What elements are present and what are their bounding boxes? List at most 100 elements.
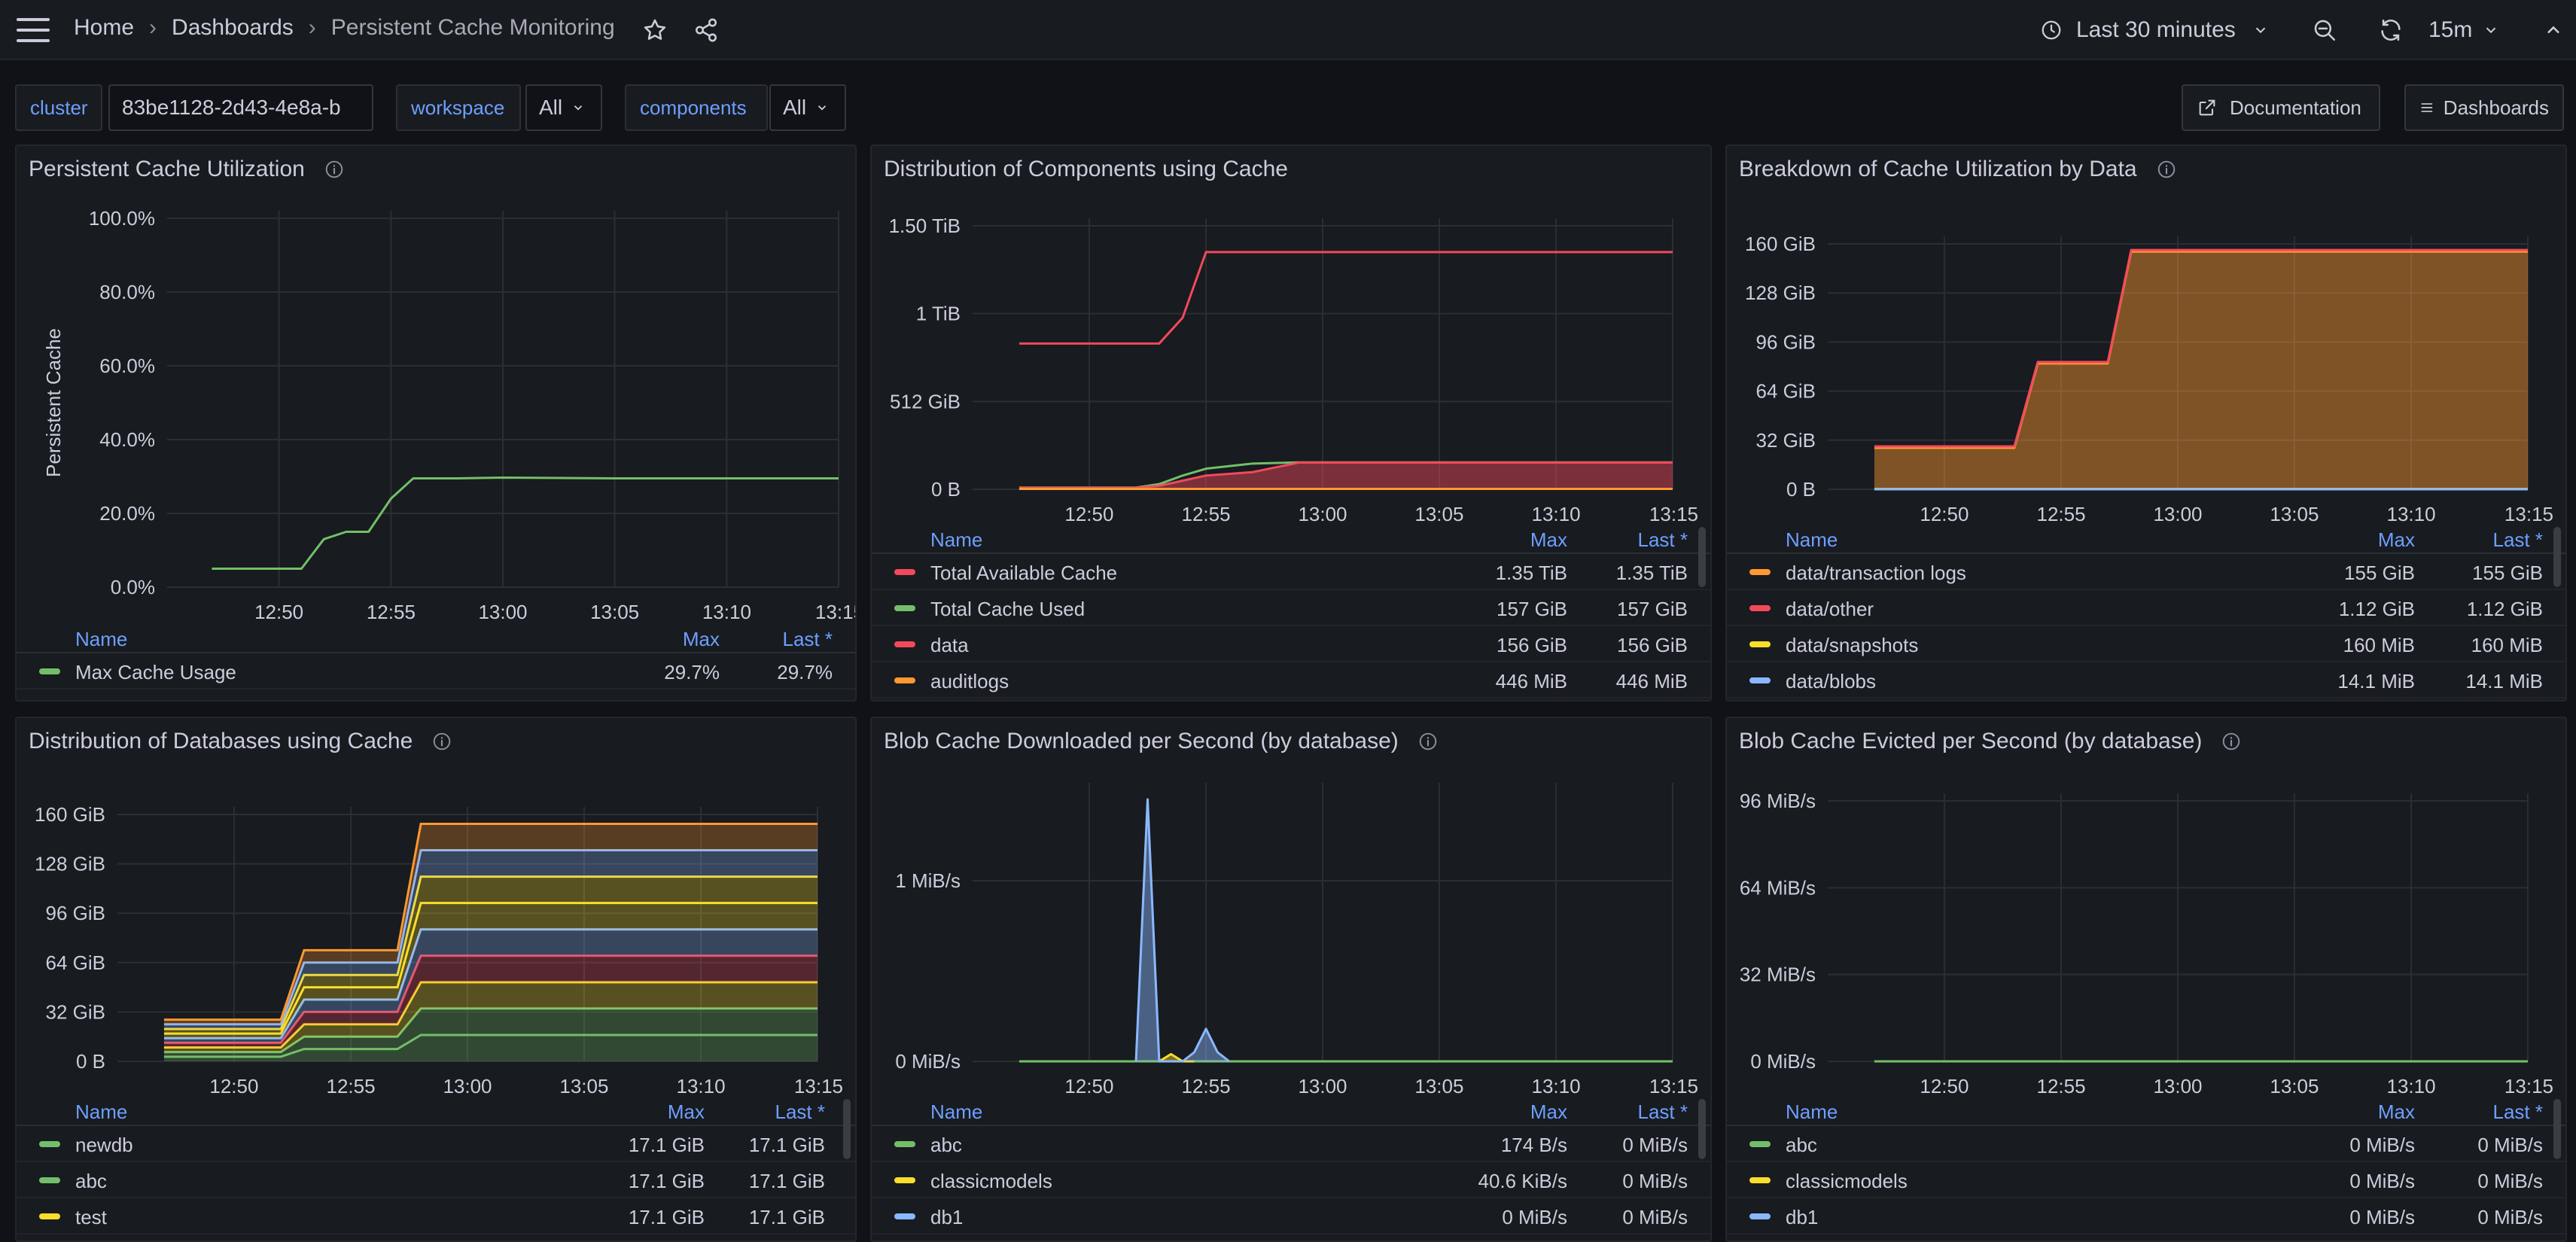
legend-row[interactable]: data/blobs 14.1 MiB 14.1 MiB [1727, 662, 2565, 699]
workspace-variable-label: workspace [396, 84, 521, 131]
y-tick-label: 0 B [931, 478, 961, 501]
legend-row[interactable]: newdb 17.1 GiB 17.1 GiB [17, 1126, 855, 1162]
legend-row[interactable]: auditlogs 446 MiB 446 MiB [872, 662, 1710, 699]
legend-col-max[interactable]: Max [2377, 1100, 2415, 1123]
legend-row[interactable]: data/other 1.12 GiB 1.12 GiB [1727, 590, 2565, 626]
legend-row[interactable]: abc 174 B/s 0 MiB/s [872, 1126, 1710, 1162]
panel-5[interactable]: Blob Cache Downloaded per Second (by dat… [870, 717, 1712, 1242]
legend-scrollbar[interactable] [2553, 527, 2561, 587]
series-area [163, 876, 818, 1034]
info-icon[interactable] [324, 160, 344, 179]
legend-row[interactable]: data/transaction logs 155 GiB 155 GiB [1727, 554, 2565, 590]
y-tick-label: 96 GiB [1756, 330, 1816, 353]
legend-col-name[interactable]: Name [75, 628, 128, 650]
refresh-interval-label: 15m [2428, 17, 2473, 42]
x-tick-label: 12:50 [209, 1075, 258, 1097]
panel-2[interactable]: Distribution of Components using Cache 1.… [870, 145, 1712, 702]
dashboards-button[interactable]: Dashboards [2404, 84, 2564, 131]
legend-scrollbar[interactable] [843, 1099, 851, 1159]
panel-4[interactable]: Distribution of Databases using Cache 160… [15, 717, 857, 1242]
legend-col-name[interactable]: Name [75, 1100, 128, 1123]
x-tick-label: 13:05 [559, 1075, 608, 1097]
legend-col-last[interactable]: Last * [2492, 528, 2544, 551]
legend-scrollbar[interactable] [1698, 527, 1706, 587]
legend-swatch [1749, 569, 1771, 575]
refresh-interval-picker[interactable]: 15m [2428, 14, 2499, 47]
y-tick-label: 20.0% [99, 502, 155, 525]
breadcrumb-home[interactable]: Home [74, 15, 135, 40]
workspace-variable-select[interactable]: All [525, 84, 602, 131]
legend-row[interactable]: data/snapshots 160 MiB 160 MiB [1727, 626, 2565, 662]
breadcrumb-dashboards[interactable]: Dashboards [172, 15, 294, 40]
legend-row[interactable]: data 156 GiB 156 GiB [872, 626, 1710, 662]
menu-icon[interactable] [17, 18, 50, 42]
series-line [1159, 1052, 1195, 1063]
info-icon[interactable] [2221, 732, 2241, 751]
share-icon[interactable] [691, 15, 721, 45]
cluster-variable-input[interactable]: 83be1128-2d43-4e8a-b [108, 84, 373, 131]
x-tick-label: 12:50 [254, 601, 303, 623]
zoom-out-icon[interactable] [2310, 15, 2340, 45]
info-icon[interactable] [432, 732, 452, 751]
legend-col-last[interactable]: Last * [2492, 1100, 2544, 1123]
y-tick-label: 64 GiB [46, 951, 106, 974]
legend-col-last[interactable]: Last * [1637, 1100, 1688, 1123]
legend-series-name: data/blobs [1786, 670, 1876, 693]
legend-swatch [39, 668, 60, 674]
legend-header: Name Max Last * [17, 623, 855, 653]
legend-series-name: db1 [930, 1206, 964, 1228]
documentation-button[interactable]: Documentation [2182, 84, 2380, 131]
legend-swatch [894, 1213, 915, 1219]
legend-col-name[interactable]: Name [1786, 1100, 1838, 1123]
panel-1[interactable]: Persistent Cache Utilization 100.0% 80.0% 6… [15, 145, 857, 702]
refresh-icon[interactable] [2376, 15, 2406, 45]
chevron-right-icon: › [149, 15, 157, 40]
legend-series-name: test [75, 1206, 107, 1228]
legend-row[interactable]: Total Cache Used 157 GiB 157 GiB [872, 590, 1710, 626]
legend-last-value: 0 MiB/s [2477, 1206, 2543, 1228]
legend-max-value: 14.1 MiB [2337, 670, 2415, 693]
workspace-variable-value: All [539, 96, 563, 119]
legend-row[interactable]: abc 0 MiB/s 0 MiB/s [1727, 1126, 2565, 1162]
legend-row[interactable]: db1 0 MiB/s 0 MiB/s [872, 1198, 1710, 1234]
legend-row[interactable]: db1 0 MiB/s 0 MiB/s [1727, 1198, 2565, 1234]
legend-col-name[interactable]: Name [930, 528, 983, 551]
legend-row[interactable]: test 17.1 GiB 17.1 GiB [17, 1198, 855, 1234]
panel-3[interactable]: Breakdown of Cache Utilization by Data 16… [1725, 145, 2567, 702]
panel-6[interactable]: Blob Cache Evicted per Second (by databa… [1725, 717, 2567, 1242]
legend-row[interactable]: Total Available Cache 1.35 TiB 1.35 TiB [872, 554, 1710, 590]
chevron-up-icon[interactable] [2538, 15, 2568, 45]
chevron-down-icon [818, 105, 827, 111]
x-tick-label: 13:10 [677, 1075, 726, 1097]
components-variable-select[interactable]: All [769, 84, 846, 131]
legend-col-name[interactable]: Name [930, 1100, 983, 1123]
legend-scrollbar[interactable] [1698, 1099, 1706, 1159]
legend-col-last[interactable]: Last * [1637, 528, 1688, 551]
legend-col-max[interactable]: Max [682, 628, 720, 650]
info-icon[interactable] [1418, 732, 1438, 751]
legend-row[interactable]: classicmodels 0 MiB/s 0 MiB/s [1727, 1162, 2565, 1198]
series-line [163, 849, 818, 1026]
legend-col-max[interactable]: Max [1530, 528, 1567, 551]
legend-max-value: 0 MiB/s [2349, 1170, 2415, 1192]
legend-col-name[interactable]: Name [1786, 528, 1838, 551]
legend-swatch [894, 677, 915, 683]
external-link-icon [2199, 99, 2215, 116]
legend-header: Name Max Last * [1727, 524, 2565, 554]
x-tick-label: 13:10 [2387, 503, 2436, 525]
info-icon[interactable] [2157, 160, 2176, 179]
time-range-picker[interactable]: Last 30 minutes [2040, 14, 2269, 47]
legend-col-max[interactable]: Max [1530, 1100, 1567, 1123]
legend-row[interactable]: Max Cache Usage 29.7% 29.7% [17, 653, 855, 689]
legend: Name Max Last * newdb 17.1 GiB 17.1 GiB … [17, 1096, 855, 1240]
legend-row[interactable]: classicmodels 40.6 KiB/s 0 MiB/s [872, 1162, 1710, 1198]
legend-col-last[interactable]: Last * [775, 1100, 826, 1123]
y-tick-label: 0 MiB/s [1750, 1050, 1816, 1073]
legend-row[interactable]: abc 17.1 GiB 17.1 GiB [17, 1162, 855, 1198]
legend-scrollbar[interactable] [2553, 1099, 2561, 1159]
star-icon[interactable] [640, 15, 670, 45]
legend-col-max[interactable]: Max [2377, 528, 2415, 551]
legend-col-max[interactable]: Max [667, 1100, 705, 1123]
legend-swatch [39, 1141, 60, 1147]
legend-col-last[interactable]: Last * [782, 628, 833, 650]
